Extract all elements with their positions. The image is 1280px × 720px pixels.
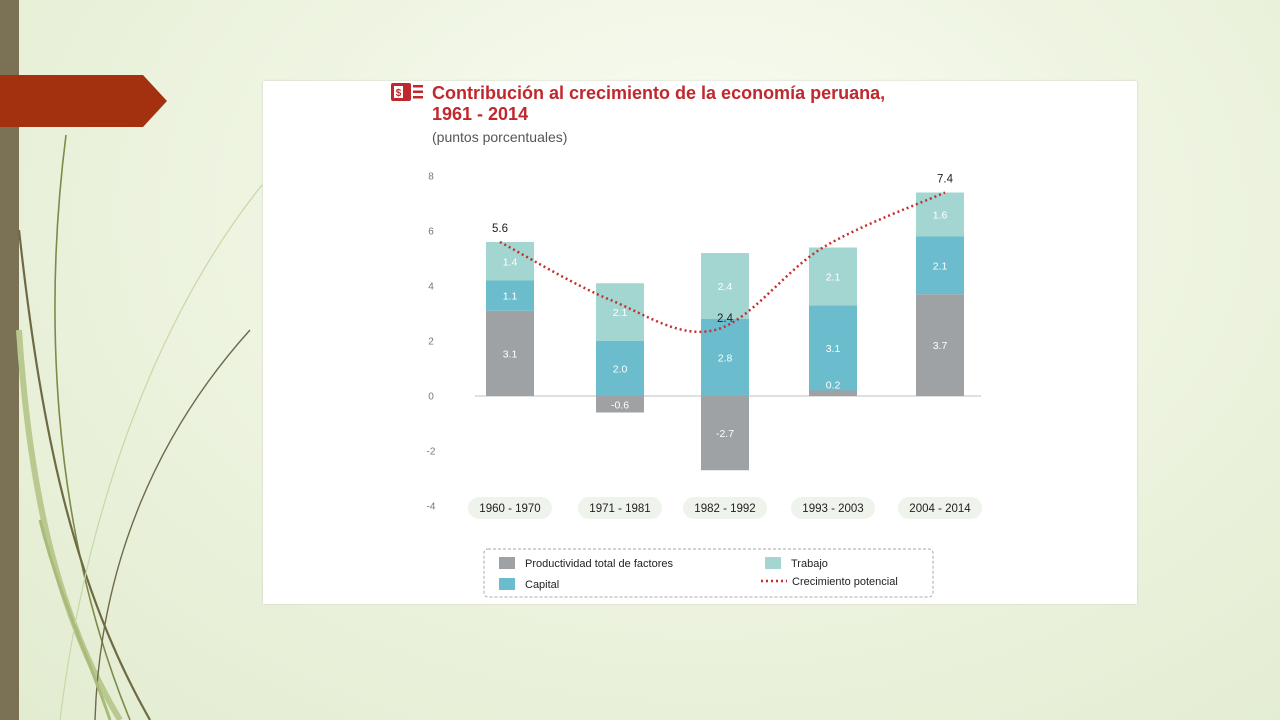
legend-label-capital: Capital [525, 579, 559, 591]
category-pill [898, 497, 982, 519]
left-sidebar-bar [0, 0, 19, 720]
y-tick-label: 4 [428, 282, 434, 293]
y-axis: 8 6 4 2 0 -2 -4 [427, 172, 436, 513]
bar-segment-capital [916, 236, 964, 295]
segment-labels: 3.1 1.1 1.4 -0.6 2.0 2.1 -2.7 2.8 2.4 0.2 3.1 2.1 3.… [503, 210, 948, 441]
legend-label-productividad: Productividad total de factores [525, 558, 673, 570]
legend: Productividad total de factores Capital … [483, 548, 934, 598]
category-label: 1993 - 2003 [802, 503, 863, 515]
chart-subtitle: (puntos porcentuales) [432, 129, 567, 145]
segment-value-label: 2.1 [613, 307, 628, 319]
chart-title-icon: $ [391, 83, 423, 101]
bar-segment-productividad [701, 396, 749, 471]
bar-segment-trabajo [809, 247, 857, 306]
bar-segment-trabajo [701, 253, 749, 319]
category-label: 1960 - 1970 [479, 503, 540, 515]
decorative-curves [16, 134, 263, 720]
segment-value-label: 3.7 [933, 340, 948, 352]
y-tick-label: 8 [428, 172, 434, 183]
legend-label-trabajo: Trabajo [791, 558, 828, 570]
segment-value-label: 2.1 [826, 271, 841, 283]
segment-value-label: 2.1 [933, 260, 948, 272]
segment-value-label: 0.2 [826, 380, 841, 392]
category-pill [791, 497, 875, 519]
y-tick-label: 6 [428, 227, 434, 238]
crecimiento-potencial-line [499, 191, 946, 333]
bar-segment-productividad [809, 390, 857, 396]
segment-value-label: 3.1 [826, 343, 841, 355]
category-labels: 1960 - 1970 1971 - 1981 1982 - 1992 1993 - … [468, 497, 982, 519]
segment-value-label: -2.7 [716, 428, 734, 440]
category-label: 1982 - 1992 [694, 503, 755, 515]
line-value-labels: 5.6 2.4 7.4 [492, 174, 954, 326]
segment-value-label: 1.6 [933, 210, 948, 222]
bar-segment-trabajo [486, 242, 534, 281]
bar-segment-capital [486, 280, 534, 311]
segment-value-label: -0.6 [611, 399, 629, 411]
bar-segment-trabajo [596, 283, 644, 341]
y-tick-label: -2 [427, 447, 436, 458]
category-pill [683, 497, 767, 519]
legend-frame [483, 548, 934, 598]
segment-value-label: 2.8 [718, 353, 733, 365]
bar-segment-capital [809, 305, 857, 391]
svg-text:$: $ [396, 88, 402, 99]
category-label: 2004 - 2014 [909, 503, 971, 515]
title-ribbon [0, 75, 167, 127]
chart-card: $ Contribución al crecimiento de la econ… [263, 81, 1137, 604]
category-pill [468, 497, 552, 519]
segment-value-label: 2.4 [718, 281, 733, 293]
bar-segment-capital [596, 341, 644, 396]
bars [486, 192, 964, 471]
category-label: 1971 - 1981 [589, 503, 650, 515]
bar-segment-productividad [916, 294, 964, 396]
bar-segment-productividad [596, 396, 644, 413]
bar-segment-capital [701, 319, 749, 396]
segment-value-label: 3.1 [503, 348, 518, 360]
chart-title-line1: Contribución al crecimiento de la econom… [432, 83, 885, 103]
legend-swatch-productividad [499, 557, 515, 569]
legend-swatch-trabajo [765, 557, 781, 569]
chart: $ Contribución al crecimiento de la econ… [391, 83, 982, 598]
bar-segment-trabajo [916, 192, 964, 237]
line-value-label: 5.6 [492, 223, 508, 235]
category-pill [578, 497, 662, 519]
line-value-label: 2.4 [717, 313, 734, 325]
segment-value-label: 2.0 [613, 364, 628, 376]
chart-title-line2: 1961 - 2014 [432, 104, 528, 124]
bar-segment-productividad [486, 310, 534, 396]
segment-value-label: 1.1 [503, 291, 518, 303]
segment-value-label: 1.4 [503, 256, 518, 268]
y-tick-label: 0 [428, 392, 434, 403]
legend-swatch-capital [499, 578, 515, 590]
line-value-label: 7.4 [937, 174, 954, 186]
y-tick-label: -4 [427, 502, 436, 513]
legend-label-crecimiento: Crecimiento potencial [792, 576, 898, 588]
y-tick-label: 2 [428, 337, 434, 348]
